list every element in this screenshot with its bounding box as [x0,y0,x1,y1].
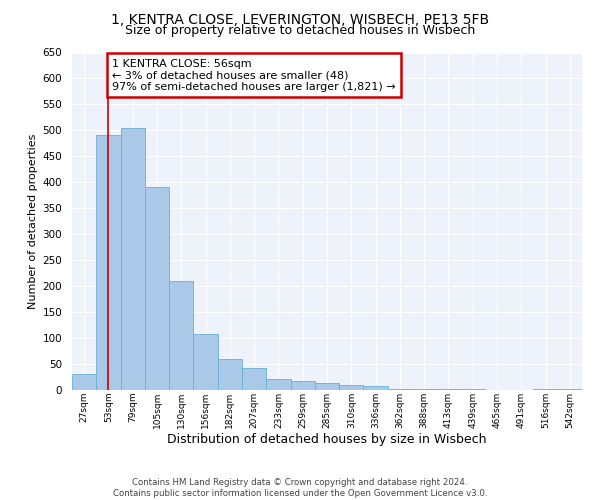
Text: 1, KENTRA CLOSE, LEVERINGTON, WISBECH, PE13 5FB: 1, KENTRA CLOSE, LEVERINGTON, WISBECH, P… [111,12,489,26]
Text: 1 KENTRA CLOSE: 56sqm
← 3% of detached houses are smaller (48)
97% of semi-detac: 1 KENTRA CLOSE: 56sqm ← 3% of detached h… [112,58,395,92]
Bar [193,334,218,390]
Bar [72,374,96,390]
Bar [96,134,121,390]
Bar [266,378,290,390]
Text: Contains HM Land Registry data © Crown copyright and database right 2024.
Contai: Contains HM Land Registry data © Crown c… [113,478,487,498]
Bar [339,385,364,390]
X-axis label: Distribution of detached houses by size in Wisbech: Distribution of detached houses by size … [167,434,487,446]
Bar [218,359,242,390]
Bar [290,380,315,390]
Bar [364,386,388,390]
Text: Size of property relative to detached houses in Wisbech: Size of property relative to detached ho… [125,24,475,37]
Bar [242,368,266,390]
Bar [315,383,339,390]
Y-axis label: Number of detached properties: Number of detached properties [28,134,38,309]
Bar [121,128,145,390]
Bar [169,281,193,390]
Bar [145,188,169,390]
